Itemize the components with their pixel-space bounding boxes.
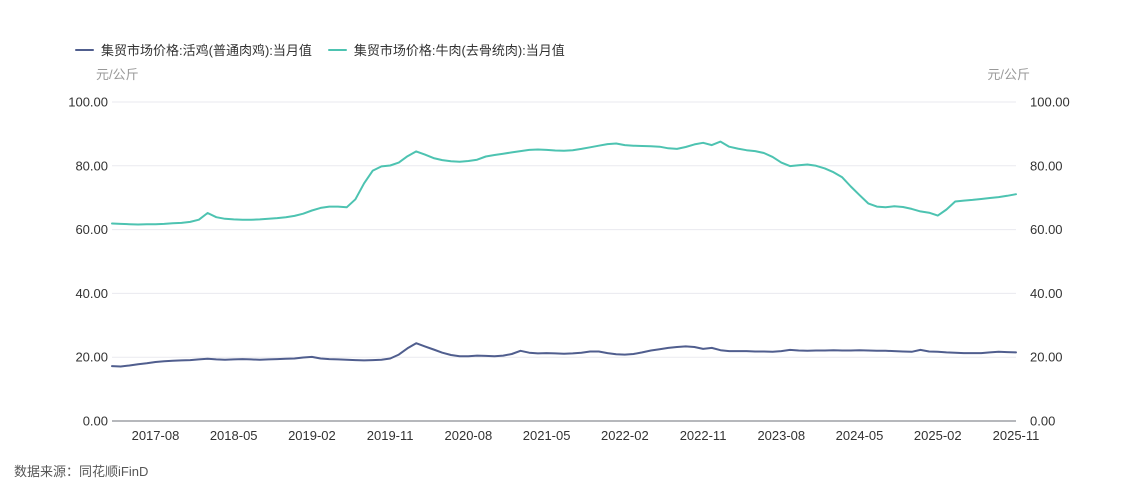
legend-item-beef[interactable]: 集贸市场价格:牛肉(去骨统肉):当月值 <box>327 40 565 59</box>
series-line-beef[interactable] <box>111 140 1017 226</box>
x-tick-label: 2018-05 <box>210 428 258 443</box>
chart-legend: 集贸市场价格:活鸡(普通肉鸡):当月值 集贸市场价格:牛肉(去骨统肉):当月值 <box>75 40 565 59</box>
legend-label-chicken: 集贸市场价格:活鸡(普通肉鸡):当月值 <box>101 43 312 58</box>
y-axis-unit-right: 元/公斤 <box>987 67 1030 82</box>
x-tick-label: 2025-11 <box>993 428 1040 443</box>
y-tick-label-left: 20.00 <box>75 350 108 365</box>
legend-line-marker-chicken <box>75 48 94 51</box>
y-tick-label-left: 0.00 <box>83 414 108 429</box>
y-tick-label-right: 20.00 <box>1030 350 1063 365</box>
x-tick-label: 2019-11 <box>367 428 414 443</box>
y-tick-label-left: 60.00 <box>75 222 108 237</box>
x-tick-label: 2017-08 <box>132 428 180 443</box>
x-tick-label: 2021-05 <box>523 428 571 443</box>
x-tick-label: 2023-08 <box>757 428 805 443</box>
y-tick-label-right: 60.00 <box>1030 222 1063 237</box>
x-tick-label: 2022-02 <box>601 428 649 443</box>
y-axis-unit-left: 元/公斤 <box>96 67 139 82</box>
y-tick-label-right: 40.00 <box>1030 286 1063 301</box>
series-line-live-chicken[interactable] <box>111 342 1017 368</box>
y-tick-label-left: 100.00 <box>68 95 108 110</box>
x-tick-label: 2022-11 <box>680 428 727 443</box>
y-tick-label-left: 80.00 <box>75 158 108 173</box>
x-tick-label: 2025-02 <box>914 428 962 443</box>
y-tick-label-right: 100.00 <box>1030 95 1070 110</box>
x-tick-label: 2024-05 <box>836 428 884 443</box>
y-tick-label-right: 0.00 <box>1030 414 1055 429</box>
y-tick-label-left: 40.00 <box>75 286 108 301</box>
x-tick-label: 2020-08 <box>445 428 493 443</box>
legend-label-beef: 集贸市场价格:牛肉(去骨统肉):当月值 <box>353 43 565 58</box>
legend-line-marker-beef <box>327 48 347 51</box>
legend-item-live-chicken[interactable]: 集贸市场价格:活鸡(普通肉鸡):当月值 <box>75 40 312 59</box>
data-source-note: 数据来源：同花顺iFinD <box>14 464 149 479</box>
y-tick-label-right: 80.00 <box>1030 158 1063 173</box>
x-tick-label: 2019-02 <box>288 428 336 443</box>
